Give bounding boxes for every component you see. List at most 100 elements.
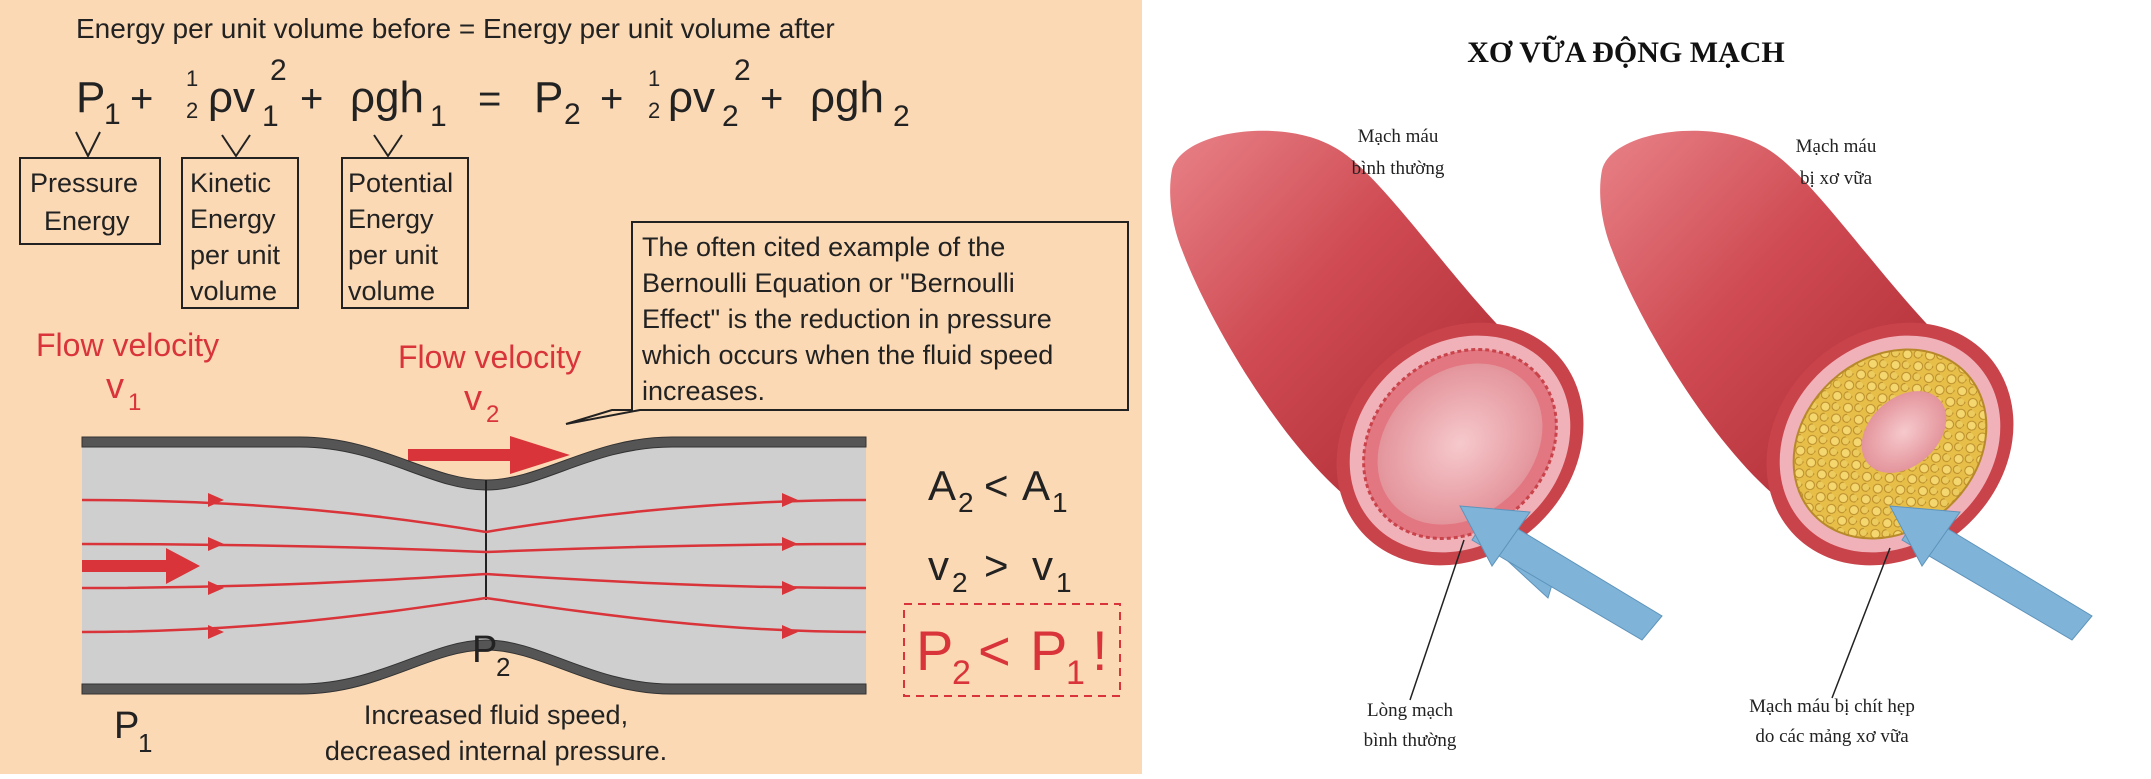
kinetic-box-line-1: Kinetic xyxy=(190,168,271,198)
normal-lumen-pointer xyxy=(1409,539,1465,701)
eq-p1: P xyxy=(76,73,105,122)
rel-vel-b-sub: 1 xyxy=(1056,567,1072,598)
potential-box-line-2: Energy xyxy=(348,204,434,234)
diseased-flow-arrow-head xyxy=(1889,505,1961,567)
normal-bottom-label-1: Lòng mạch xyxy=(1367,700,1454,721)
rel-vel-op: > xyxy=(984,542,1009,589)
eq-plus-1: + xyxy=(130,77,153,121)
eq-sq-1: 2 xyxy=(270,54,287,87)
pressure-box-line-1: Pressure xyxy=(30,168,138,198)
eq-half-den-1: 2 xyxy=(186,98,198,123)
kinetic-box-line-2: Energy xyxy=(190,204,276,234)
rel-area-a-sub: 2 xyxy=(958,487,974,518)
normal-flow-arrow-head xyxy=(1459,505,1531,567)
kinetic-box xyxy=(181,157,299,309)
flow1-label: Flow velocity xyxy=(36,327,219,363)
rel-area-op: < xyxy=(984,462,1009,509)
caption-line-1: Increased fluid speed, xyxy=(364,700,628,730)
atherosclerosis-illustration: XƠ VỮA ĐỘNG MẠCH xyxy=(1142,0,2151,774)
streamline-arrowheads xyxy=(82,493,798,639)
normal-bottom-label-2: bình thường xyxy=(1364,730,1457,751)
diseased-top-label-1: Mạch máu xyxy=(1796,136,1877,157)
streamline-3 xyxy=(81,572,867,590)
normal-top-label-1: Mạch máu xyxy=(1358,126,1439,147)
eq-h1-sub: 1 xyxy=(430,100,447,133)
eq-rhogh-1: ρgh xyxy=(350,73,424,122)
inlet-arrow-shaft xyxy=(82,560,172,572)
eq-equals: = xyxy=(478,77,501,121)
flow2-sub: 2 xyxy=(486,401,499,428)
callout-line-5: increases. xyxy=(642,376,765,406)
pressure-pointer xyxy=(75,131,101,159)
eq-p2-sub: 2 xyxy=(564,98,581,131)
artery-labels: Mạch máu bình thường Mạch máu bị xơ vữa … xyxy=(1352,126,1915,751)
bernoulli-diagram: Energy per unit volume before = Energy p… xyxy=(0,0,1142,774)
flow1-symbol: v xyxy=(106,365,124,406)
eq-plus-3: + xyxy=(600,77,623,121)
normal-top-label-2: bình thường xyxy=(1352,158,1445,179)
eq-sq-2: 2 xyxy=(734,54,751,87)
label-pointers xyxy=(1409,539,1891,701)
rel-vel-b: v xyxy=(1032,542,1053,589)
flow2-arrow xyxy=(408,436,570,474)
flow-labels: Flow velocity v 1 Flow velocity v 2 xyxy=(36,327,581,428)
rel-area-b-sub: 1 xyxy=(1052,487,1068,518)
potential-pointer xyxy=(373,134,403,158)
eq-plus-2: + xyxy=(300,77,323,121)
flow2-symbol: v xyxy=(464,377,482,418)
rel-area-b: A xyxy=(1022,462,1050,509)
rel-pres-bang: ! xyxy=(1092,619,1108,682)
artery-title: XƠ VỮA ĐỘNG MẠCH xyxy=(1467,35,1785,69)
pressure-box xyxy=(19,157,161,245)
callout-line-3: Effect" is the reduction in pressure xyxy=(642,304,1052,334)
eq-plus-4: + xyxy=(760,77,783,121)
rel-pres-a: P xyxy=(916,619,953,682)
callout-text: The often cited example of the Bernoulli… xyxy=(641,232,1053,406)
term-box-texts: Pressure Energy Kinetic Energy per unit … xyxy=(30,168,453,306)
flow1-sub: 1 xyxy=(128,389,141,416)
pipe-caption: Increased fluid speed, decreased interna… xyxy=(325,700,667,766)
eq-half-den-2: 2 xyxy=(648,98,660,123)
potential-box-line-1: Potential xyxy=(348,168,453,198)
normal-vessel xyxy=(1170,130,1663,641)
streamline-2 xyxy=(81,542,867,554)
diseased-vessel-narrow-lumen xyxy=(1861,391,1947,473)
diseased-vessel xyxy=(1600,130,2093,641)
artery-svg: XƠ VỮA ĐỘNG MẠCH xyxy=(1170,35,2093,751)
diseased-top-label-2: bị xơ vữa xyxy=(1800,168,1873,189)
eq-v2-sub: 2 xyxy=(722,100,739,133)
p2-label: P xyxy=(472,629,497,671)
rel-area-a: A xyxy=(928,462,956,509)
streamlines xyxy=(81,498,867,634)
pipe-top-wall xyxy=(81,436,867,491)
pressure-point-labels: P 2 P 1 xyxy=(114,629,510,758)
callout-line-2: Bernoulli Equation or "Bernoulli xyxy=(642,268,1015,298)
eq-rhov-2: ρv xyxy=(668,73,715,122)
pressure-relation: P 2 < P 1 ! xyxy=(916,619,1108,692)
streamline-4 xyxy=(81,596,867,634)
rel-pres-b-sub: 1 xyxy=(1066,654,1085,692)
caption-line-2: decreased internal pressure. xyxy=(325,736,667,766)
inlet-arrow-head xyxy=(166,548,200,584)
pipe-bottom-wall xyxy=(81,639,867,695)
p2-label-sub: 2 xyxy=(496,652,510,682)
diseased-bottom-label-1: Mạch máu bị chít hẹp xyxy=(1749,696,1915,717)
pressure-box-line-2: Energy xyxy=(44,206,130,236)
normal-vessel-lumen xyxy=(1377,363,1543,525)
bernoulli-heading: Energy per unit volume before = Energy p… xyxy=(76,13,835,44)
callout-line-1: The often cited example of the xyxy=(642,232,1005,262)
p1-label-sub: 1 xyxy=(138,728,152,758)
p1-label: P xyxy=(114,705,139,747)
eq-half-num-2: 1 xyxy=(648,66,660,91)
kinetic-pointer xyxy=(221,134,251,158)
rel-pres-op: < xyxy=(978,619,1011,682)
potential-box xyxy=(341,157,469,309)
rel-pres-b: P xyxy=(1030,619,1067,682)
eq-p1-sub: 1 xyxy=(104,98,121,131)
kinetic-box-line-4: volume xyxy=(190,276,277,306)
diseased-lumen-pointer xyxy=(1831,547,1891,699)
eq-v1-sub: 1 xyxy=(262,100,279,133)
eq-rhov-1: ρv xyxy=(208,73,255,122)
eq-h2-sub: 2 xyxy=(893,100,910,133)
